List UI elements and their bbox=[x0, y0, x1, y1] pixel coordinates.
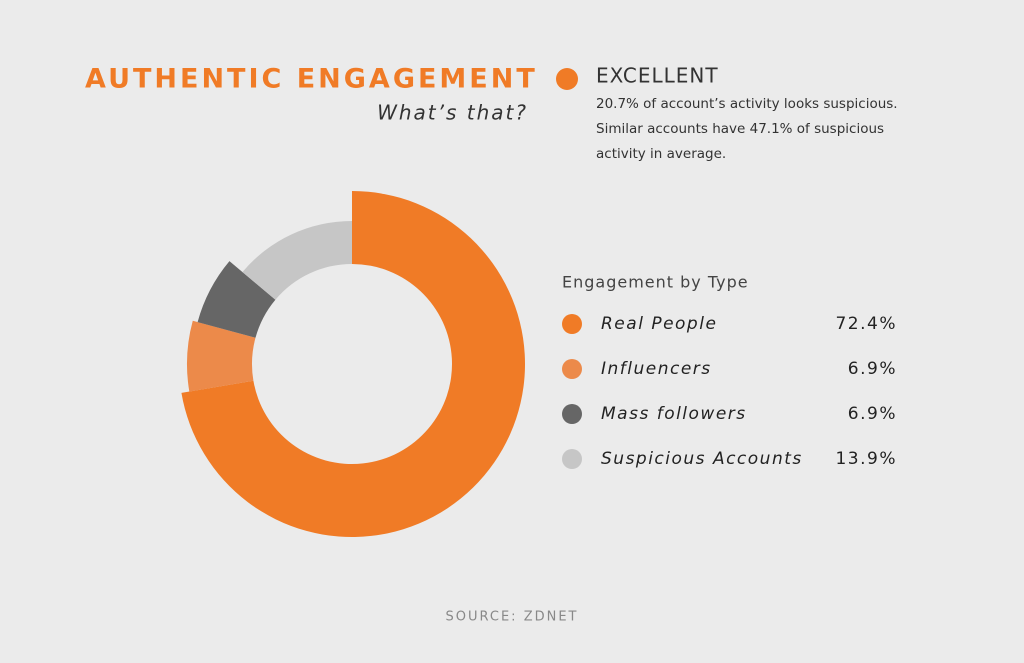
description-line: Similar accounts have 47.1% of suspiciou… bbox=[596, 121, 884, 137]
legend-marker bbox=[562, 449, 582, 469]
legend-label: Mass followers bbox=[601, 404, 747, 424]
subtitle: What’s that? bbox=[377, 101, 528, 125]
source: SOURCE: ZDNET bbox=[446, 610, 579, 625]
value-label: 6.9% bbox=[848, 359, 897, 379]
donut-slice bbox=[242, 221, 352, 300]
legend-label: Real People bbox=[601, 314, 717, 334]
donut-slice bbox=[186, 320, 256, 392]
rating-dot bbox=[556, 68, 578, 90]
title: AUTHENTIC ENGAGEMENT bbox=[85, 64, 538, 95]
legend-marker bbox=[562, 314, 582, 334]
donut-slice bbox=[197, 261, 276, 338]
legend-marker bbox=[562, 404, 582, 424]
rating: EXCELLENT bbox=[596, 64, 719, 88]
legend-label: Suspicious Accounts bbox=[601, 449, 803, 469]
description-line: activity in average. bbox=[596, 146, 726, 162]
value-label: 72.4% bbox=[835, 314, 897, 334]
legend-marker bbox=[562, 359, 582, 379]
legend-title: Engagement by Type bbox=[562, 273, 749, 292]
donut-slice bbox=[181, 191, 525, 537]
legend-label: Influencers bbox=[601, 359, 712, 379]
value-label: 6.9% bbox=[848, 404, 897, 424]
description-line: 20.7% of account’s activity looks suspic… bbox=[596, 96, 898, 112]
value-label: 13.9% bbox=[835, 449, 897, 469]
